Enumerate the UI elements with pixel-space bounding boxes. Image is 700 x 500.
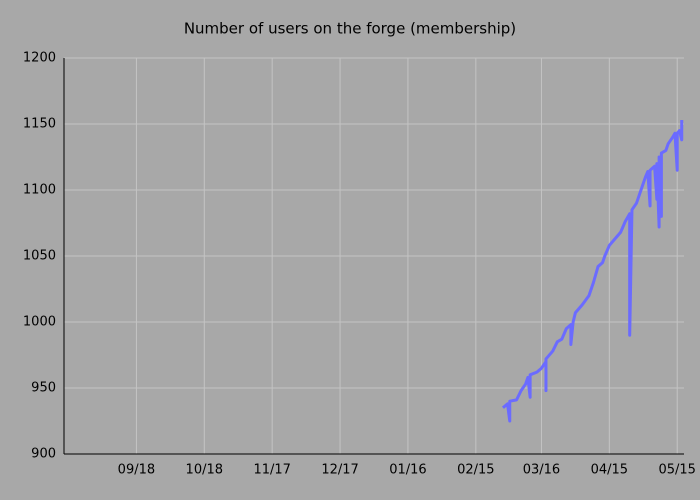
x-tick-label: 11/17 — [253, 463, 290, 478]
x-tick-label: 03/16 — [523, 463, 560, 478]
x-tick-label: 09/18 — [118, 463, 155, 478]
y-tick-label: 900 — [31, 447, 56, 462]
y-tick-label: 1100 — [23, 183, 56, 198]
chart-title: Number of users on the forge (membership… — [184, 20, 516, 38]
y-tick-label: 1000 — [23, 315, 56, 330]
x-tick-label: 05/15 — [658, 463, 695, 478]
y-tick-label: 1200 — [23, 51, 56, 66]
y-tick-label: 1050 — [23, 249, 56, 264]
y-tick-label: 950 — [31, 381, 56, 396]
data-line — [501, 120, 684, 423]
x-tick-label: 12/17 — [321, 463, 358, 478]
x-tick-label: 10/18 — [186, 463, 223, 478]
x-tick-label: 04/15 — [591, 463, 628, 478]
y-tick-label: 1150 — [23, 117, 56, 132]
x-tick-label: 01/16 — [389, 463, 426, 478]
x-tick-label: 02/15 — [457, 463, 494, 478]
